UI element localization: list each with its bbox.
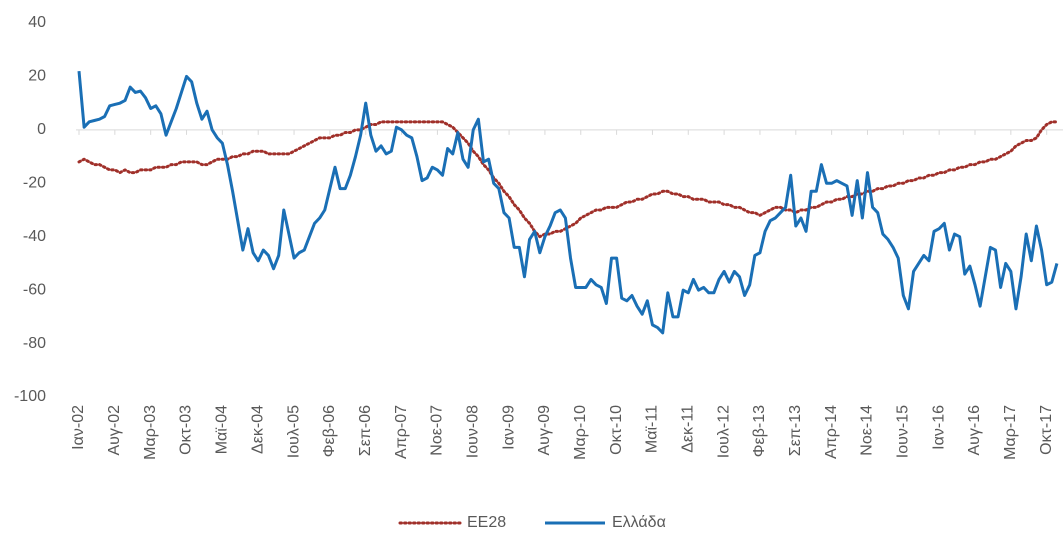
x-tick-label: Οκτ-10 <box>608 405 625 455</box>
series-line <box>77 120 1059 239</box>
x-tick-label: Ιαν-09 <box>500 405 517 450</box>
x-tick-label: Ιουν-15 <box>895 405 912 458</box>
x-tick-label: Απρ-14 <box>823 405 840 459</box>
x-tick-label: Μαρ-17 <box>1002 405 1019 460</box>
y-tick-label: -40 <box>23 228 46 245</box>
x-tick-label: Μαϊ-04 <box>214 405 231 454</box>
x-tick-label: Μαϊ-11 <box>644 405 661 453</box>
y-tick-label: -100 <box>14 388 46 405</box>
x-tick-label: Οκτ-17 <box>1038 405 1055 455</box>
y-tick-label: -60 <box>23 281 46 298</box>
x-tick-label: Σεπ-13 <box>787 405 804 456</box>
x-tick-label: Δεκ-11 <box>679 405 696 453</box>
legend-label: Ελλάδα <box>612 514 666 531</box>
x-tick-label: Αυγ-09 <box>536 405 553 456</box>
y-tick-label: 0 <box>37 121 46 138</box>
x-tick-label: Ιουλ-05 <box>285 405 302 458</box>
y-tick-label: 40 <box>28 14 46 31</box>
x-tick-label: Ιουν-08 <box>464 405 481 458</box>
x-tick-label: Νοε-07 <box>429 405 446 456</box>
y-tick-label: 20 <box>28 68 46 85</box>
x-tick-label: Απρ-07 <box>393 405 410 459</box>
x-tick-label: Ιαν-16 <box>930 405 947 450</box>
series-line <box>77 70 1059 335</box>
legend-label: EE28 <box>467 514 506 531</box>
x-tick-label: Αυγ-02 <box>106 405 123 456</box>
y-tick-label: -20 <box>23 175 46 192</box>
x-tick-label: Μαρ-10 <box>572 405 589 460</box>
x-tick-label: Οκτ-03 <box>178 405 195 455</box>
x-tick-label: Μαρ-03 <box>142 405 159 460</box>
y-tick-label: -80 <box>23 335 46 352</box>
x-tick-label: Ιαν-02 <box>70 405 87 450</box>
x-tick-label: Δεκ-04 <box>249 405 266 454</box>
x-tick-label: Φεβ-06 <box>321 405 338 457</box>
x-tick-label: Νοε-14 <box>859 405 876 456</box>
x-tick-label: Αυγ-16 <box>966 405 983 456</box>
x-tick-label: Ιουλ-12 <box>715 405 732 458</box>
x-tick-label: Φεβ-13 <box>751 405 768 457</box>
x-tick-label: Σεπ-06 <box>357 405 374 456</box>
